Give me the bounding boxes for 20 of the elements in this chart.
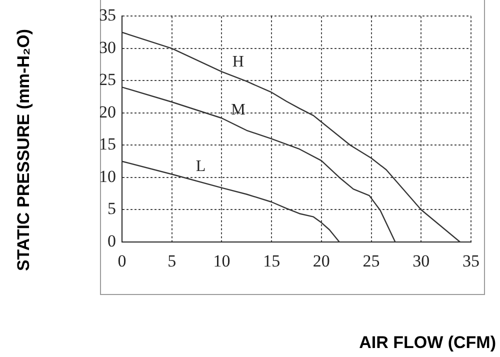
y-tick-label: 20 xyxy=(99,102,116,122)
y-tick-label: 10 xyxy=(99,166,116,186)
x-tick-label: 20 xyxy=(312,252,330,271)
y-tick-label: 25 xyxy=(99,70,116,90)
x-tick-label: 30 xyxy=(412,252,430,271)
y-tick-label: 30 xyxy=(99,38,116,57)
x-tick-label: 35 xyxy=(462,252,480,271)
y-tick-label: 15 xyxy=(99,134,116,154)
y-tick-label: 5 xyxy=(108,199,116,218)
series-label: L xyxy=(196,158,206,176)
x-tick-label: 5 xyxy=(168,252,176,271)
x-tick-label: 10 xyxy=(213,252,230,271)
x-axis-title: AIR FLOW (CFM) xyxy=(359,333,496,353)
y-axis-title: STATIC PRESSURE (mm-H₂O) xyxy=(14,28,34,272)
y-tick-label: 0 xyxy=(108,231,116,250)
x-tick-label: 25 xyxy=(362,252,380,271)
series-label: H xyxy=(232,54,244,71)
series-label: M xyxy=(231,101,246,118)
x-tick-label: 15 xyxy=(263,252,280,271)
y-tick-label: 35 xyxy=(99,6,116,25)
